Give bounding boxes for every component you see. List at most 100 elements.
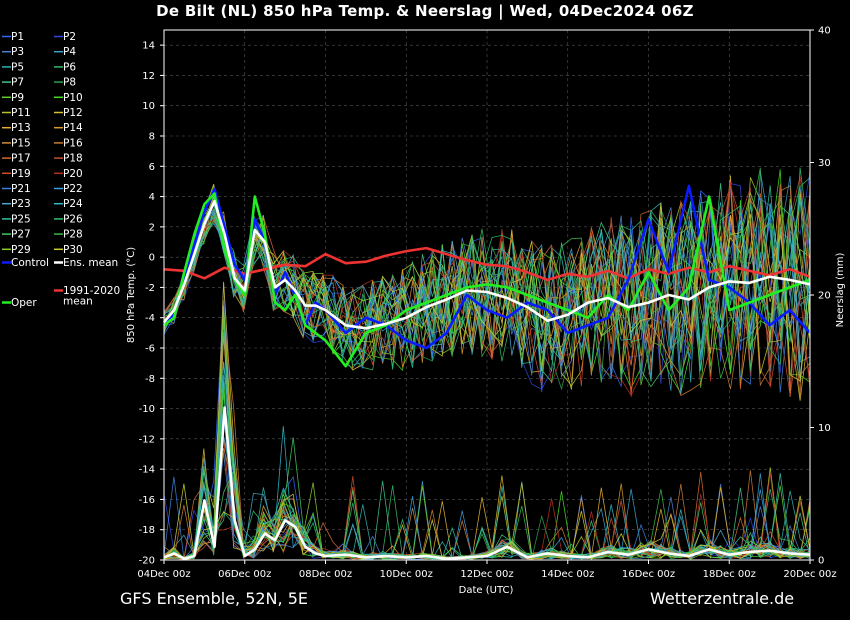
legend-item: P7 [2, 77, 24, 89]
legend-item: P20 [54, 168, 83, 180]
site-credit: Wetterzentrale.de [650, 589, 795, 608]
legend-item: P21 [2, 183, 31, 195]
legend-label: P7 [11, 77, 24, 89]
legend-item: P23 [2, 198, 31, 210]
legend-item: P19 [2, 168, 31, 180]
legend-item: P11 [2, 107, 31, 119]
legend-label: P18 [63, 153, 83, 165]
legend-item: P30 [54, 244, 83, 256]
member-temp-line [163, 167, 811, 383]
legend-item: P22 [54, 183, 83, 195]
legend-label: P17 [11, 153, 31, 165]
legend-label: P9 [11, 92, 24, 104]
y2-tick-label: 40 [818, 26, 831, 37]
legend-item: P4 [54, 46, 76, 58]
legend-label: Control [11, 257, 49, 269]
legend-label: P19 [11, 168, 31, 180]
legend-label: P6 [63, 61, 76, 73]
legend-label: Oper [11, 297, 37, 309]
y-tick-label: -4 [145, 313, 155, 324]
member-temp-line [163, 183, 811, 390]
x-axis-label: Date (UTC) [459, 585, 514, 596]
legend-label: 1991-2020 [63, 285, 120, 297]
series-line [163, 192, 811, 368]
y-tick-label: 12 [142, 71, 155, 82]
y-tick-label: -16 [139, 495, 155, 506]
legend: P1 P2 P3 P4 P5 P6 P7 P8 P9 P10 P11 P12 P13 P14 P15 P16 P… [2, 31, 120, 309]
legend-label: P12 [63, 107, 83, 119]
y-tick-label: -14 [139, 465, 155, 476]
legend-item: P24 [54, 198, 83, 210]
y-tick-label: -12 [139, 434, 155, 445]
legend-item: P12 [54, 107, 83, 119]
legend-item: P28 [54, 229, 83, 241]
legend-label: P5 [11, 61, 24, 73]
legend-item: P15 [2, 137, 31, 149]
legend-label: P8 [63, 77, 76, 89]
legend-label: P24 [63, 198, 83, 210]
y-tick-label: -2 [145, 283, 155, 294]
legend-label: P26 [63, 213, 83, 225]
y2-tick-label: 20 [818, 291, 831, 302]
legend-item: Control [2, 257, 49, 269]
legend-label: P22 [63, 183, 83, 195]
legend-label: P16 [63, 137, 83, 149]
legend-label: P27 [11, 229, 31, 241]
member-precip-line [163, 394, 811, 560]
legend-label: P1 [11, 31, 24, 43]
x-tick-label: 14Dec 00z [541, 569, 594, 580]
legend-label: P29 [11, 244, 31, 256]
legend-item: P13 [2, 122, 31, 134]
series-line [162, 199, 811, 330]
y2-tick-label: 30 [818, 158, 831, 169]
y-tick-label: 10 [142, 101, 155, 112]
legend-label: P20 [63, 168, 83, 180]
legend-item: P8 [54, 77, 76, 89]
y2-tick-label: 10 [818, 423, 831, 434]
y-tick-label: 14 [142, 41, 155, 52]
legend-label: P28 [63, 229, 83, 241]
x-tick-label: 12Dec 00z [460, 569, 513, 580]
x-tick-label: 10Dec 00z [380, 569, 433, 580]
legend-item: Oper [2, 297, 37, 309]
legend-item: P5 [2, 61, 24, 73]
x-tick-label: 20Dec 00z [783, 569, 836, 580]
y2-tick-label: 0 [818, 556, 824, 567]
legend-label: P11 [11, 107, 31, 119]
x-tick-label: 18Dec 00z [703, 569, 756, 580]
x-tick-label: 16Dec 00z [622, 569, 675, 580]
legend-item: P9 [2, 92, 24, 104]
y-axis-label: 850 hPa Temp. (°C) [126, 247, 137, 343]
legend-item: P10 [54, 92, 83, 104]
highlight-series [162, 184, 811, 560]
legend-item: P25 [2, 213, 31, 225]
series-line [163, 406, 811, 560]
legend-item: P18 [54, 153, 83, 165]
legend-item: P16 [54, 137, 83, 149]
legend-label: P23 [11, 198, 31, 210]
legend-item: P2 [54, 31, 76, 43]
x-tick-label: 04Dec 00z [137, 569, 190, 580]
legend-item: P27 [2, 229, 31, 241]
legend-label: Ens. mean [63, 257, 118, 269]
y-tick-label: -20 [139, 556, 155, 567]
legend-item: P6 [54, 61, 76, 73]
legend-item: Ens. mean [54, 257, 118, 269]
member-temp-line [163, 198, 811, 388]
legend-label: P4 [63, 46, 76, 58]
member-temp-line [163, 176, 811, 391]
legend-item: P17 [2, 153, 31, 165]
series-line [163, 184, 811, 350]
y-tick-label: 2 [149, 222, 155, 233]
member-precip-line [163, 483, 811, 560]
x-tick-label: 08Dec 00z [299, 569, 352, 580]
legend-item: P14 [54, 122, 83, 134]
legend-label: P13 [11, 122, 31, 134]
legend-item: P26 [54, 213, 83, 225]
legend-label: P3 [11, 46, 24, 58]
legend-label: P2 [63, 31, 76, 43]
legend-item: P3 [2, 46, 24, 58]
model-info: GFS Ensemble, 52N, 5E [120, 589, 308, 608]
legend-label: P25 [11, 213, 31, 225]
